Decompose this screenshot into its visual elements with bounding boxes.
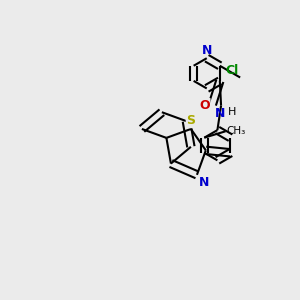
- Text: H: H: [228, 106, 236, 116]
- Text: N: N: [199, 176, 209, 189]
- Text: N: N: [215, 106, 226, 119]
- Text: S: S: [186, 114, 195, 128]
- Text: Cl: Cl: [225, 64, 239, 77]
- Text: CH₃: CH₃: [227, 126, 246, 136]
- Text: O: O: [199, 99, 210, 112]
- Text: N: N: [202, 44, 212, 57]
